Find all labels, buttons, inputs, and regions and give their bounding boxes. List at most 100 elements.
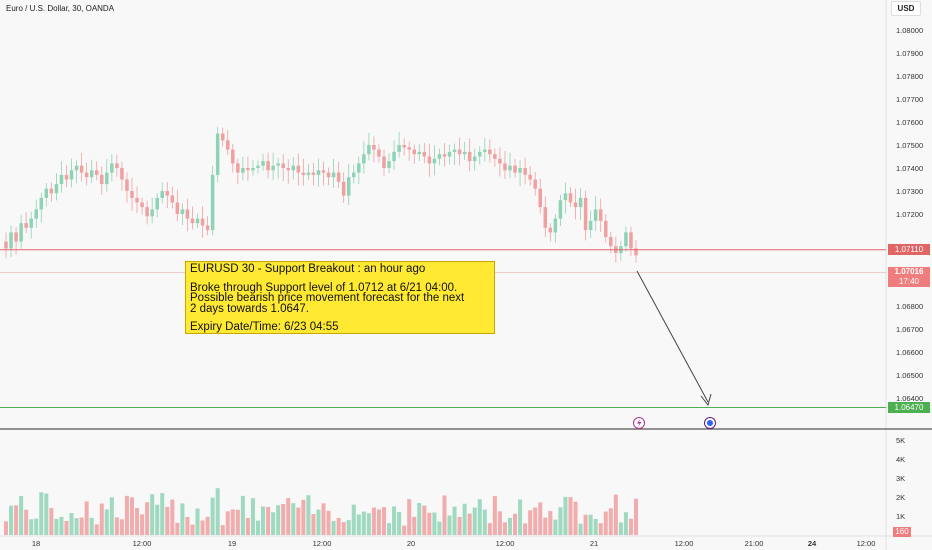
volume-bar <box>432 512 437 535</box>
volume-bar <box>321 503 326 535</box>
volume-bar <box>568 497 573 535</box>
volume-bar <box>124 495 129 535</box>
volume-bar <box>603 511 608 535</box>
volume-bar <box>175 522 180 535</box>
volume-tick-label: 4K <box>896 455 905 464</box>
candle-body <box>200 218 205 226</box>
candle-body <box>306 172 311 175</box>
volume-bar <box>39 492 44 535</box>
volume-bar <box>628 518 633 535</box>
forecast-arrow[interactable] <box>636 270 709 403</box>
volume-bar <box>422 505 427 535</box>
candle-body <box>392 151 396 162</box>
y-tick-label: 1.07500 <box>896 141 923 150</box>
volume-tick-label: 5K <box>896 436 905 445</box>
candle-body <box>377 149 381 157</box>
volume-bar <box>230 509 235 535</box>
volume-bar <box>427 512 432 535</box>
volume-bar <box>261 506 266 535</box>
volume-bar <box>220 525 225 535</box>
volume-bar <box>301 499 306 535</box>
volume-bar <box>457 516 462 535</box>
candle-body <box>256 165 260 168</box>
candle-body <box>447 151 452 157</box>
volume-bar <box>613 494 618 535</box>
x-tick-label: 12:00 <box>313 539 332 548</box>
y-tick-label: 1.06800 <box>896 302 923 311</box>
volume-bar <box>281 503 286 535</box>
volume-bar <box>442 495 447 535</box>
candle-body <box>94 170 99 175</box>
volume-bar <box>402 525 407 535</box>
candle-body <box>210 174 215 231</box>
candle-body <box>326 172 331 178</box>
candle-body <box>508 165 512 171</box>
volume-bar <box>155 504 160 535</box>
currency-button[interactable]: USD <box>891 1 921 16</box>
volume-bar <box>523 523 528 535</box>
candle-body <box>467 151 472 162</box>
volume-bar <box>89 517 94 535</box>
candle-body <box>417 151 422 155</box>
target-price-tag: 1.06470 <box>888 402 930 413</box>
candle-body <box>175 202 180 214</box>
candle-body <box>477 151 482 157</box>
y-tick-label: 1.07300 <box>896 187 923 196</box>
volume-bar <box>371 507 376 535</box>
volume-bar <box>114 517 119 535</box>
volume-bar <box>29 519 34 535</box>
volume-bar <box>563 496 568 535</box>
volume-bar <box>351 504 356 535</box>
note-expiry: Expiry Date/Time: 6/23 04:55 <box>190 321 339 333</box>
forecast-note[interactable]: EURUSD 30 - Support Breakout : an hour a… <box>185 261 495 334</box>
candle-body <box>225 140 230 150</box>
candle-body <box>472 156 477 162</box>
volume-bar <box>492 496 497 535</box>
volume-bar <box>361 511 366 535</box>
candle-body <box>79 165 84 173</box>
volume-bar <box>608 508 613 535</box>
candle-body <box>452 149 457 152</box>
current-price-tag: 1.07016 17:40 <box>888 267 930 287</box>
volume-bar <box>467 513 472 535</box>
volume-bar <box>477 499 482 535</box>
candle-body <box>357 163 361 173</box>
candle-body <box>538 188 543 208</box>
candle-body <box>190 218 195 224</box>
volume-bar <box>397 512 402 535</box>
volume-bar <box>19 496 24 535</box>
candle-body <box>316 170 321 175</box>
volume-bar <box>387 523 392 535</box>
volume-bar <box>49 508 54 535</box>
x-tick-label: 21:00 <box>745 539 764 548</box>
volume-bar <box>578 523 583 535</box>
candle-body <box>432 158 437 164</box>
x-tick-label: 19 <box>228 539 236 548</box>
candle-body <box>130 191 134 198</box>
volume-bar <box>583 514 588 535</box>
volume-bar <box>255 520 261 535</box>
candle-body <box>195 218 200 224</box>
candle-body <box>578 197 583 208</box>
current-price-value: 1.07016 <box>894 267 924 276</box>
candle-body <box>533 179 537 189</box>
candle-body <box>251 168 255 171</box>
volume-bar <box>59 516 64 535</box>
y-tick-label: 1.07900 <box>896 49 923 58</box>
candle-body <box>115 163 119 168</box>
x-tick-label: 12:00 <box>133 539 152 548</box>
volume-tag: 160 <box>893 527 911 537</box>
candle-body <box>407 147 411 150</box>
candle-body <box>493 154 497 159</box>
x-tick-label: 12:00 <box>675 539 694 548</box>
volume-bar <box>135 507 140 535</box>
candle-body <box>543 207 548 228</box>
candle-body <box>598 209 603 221</box>
y-tick-label: 1.06600 <box>896 348 923 357</box>
volume-bar <box>129 497 135 535</box>
volume-bar <box>119 519 124 535</box>
volume-bar <box>150 494 155 535</box>
volume-bar <box>311 513 316 535</box>
candle-body <box>442 154 447 157</box>
